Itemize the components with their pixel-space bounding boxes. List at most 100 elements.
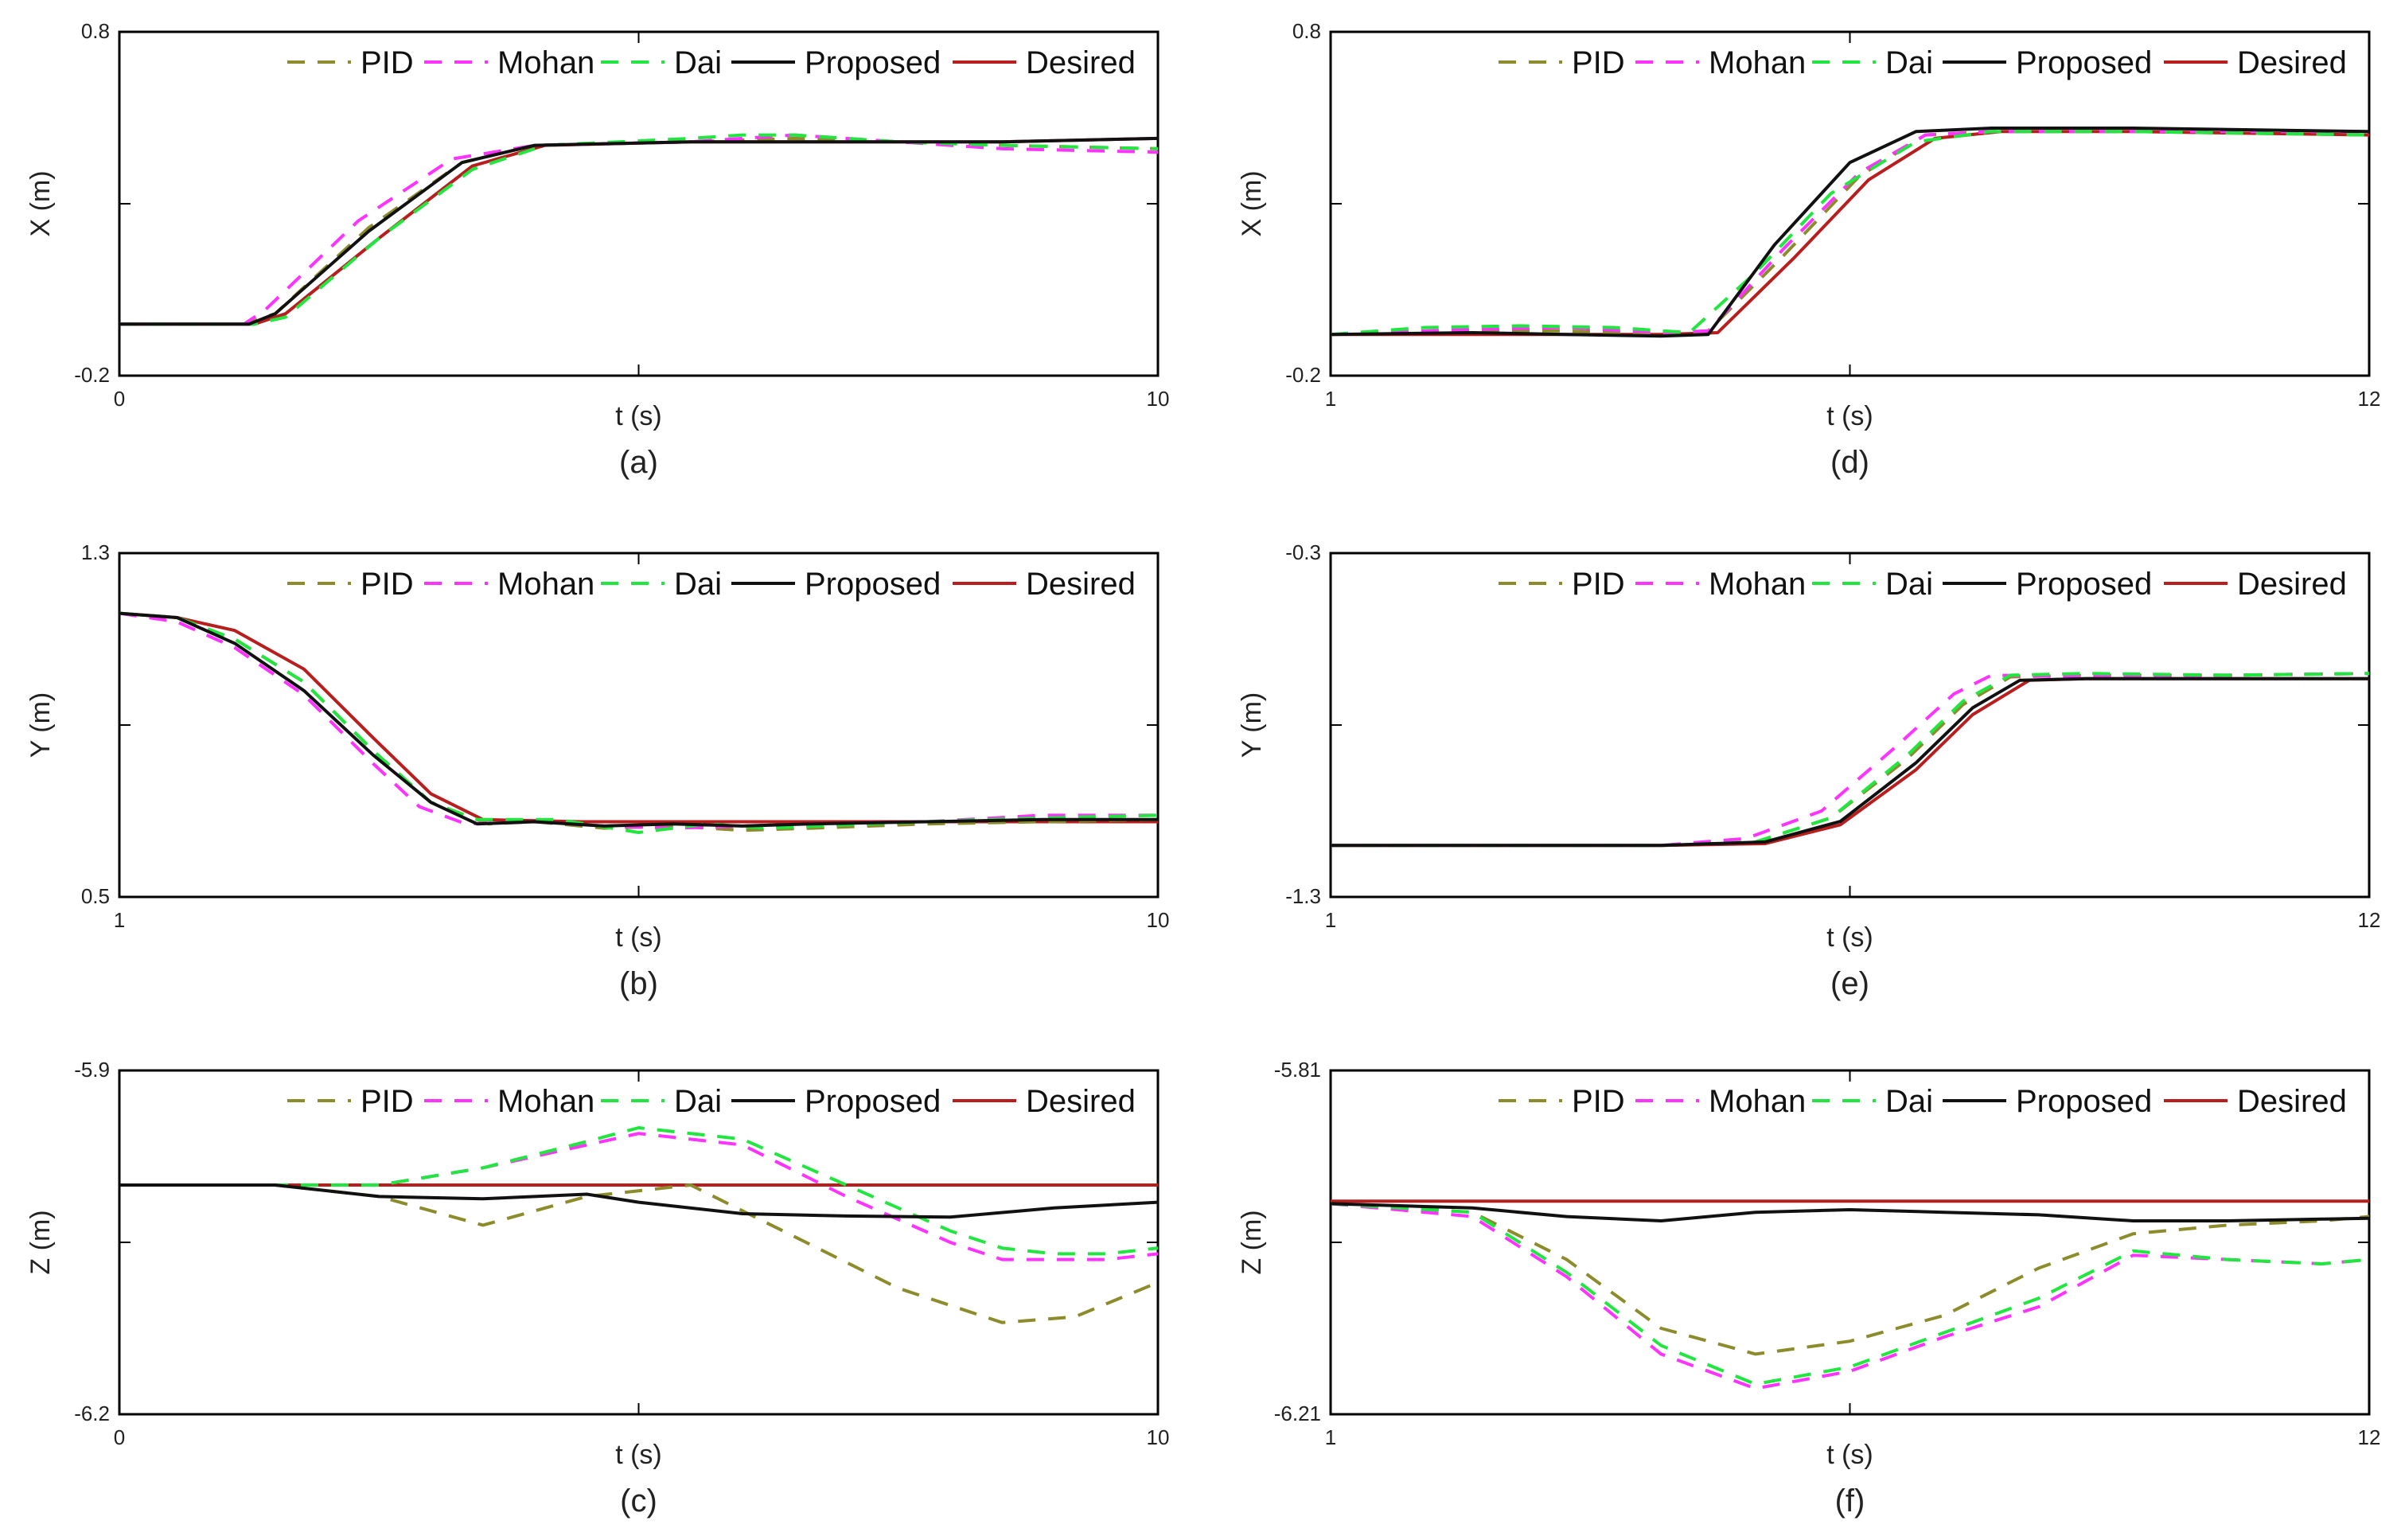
legend-label-desired: Desired [2237,567,2347,602]
x-axis-label: t (s) [1826,922,1873,953]
x-tick-label: 0 [114,1425,125,1449]
legend: PID Mohan Dai Proposed Desired [287,1084,1136,1119]
legend: PID Mohan Dai Proposed Desired [1499,567,2347,602]
y-tick-label: -6.21 [1274,1402,1321,1425]
chart-panel-5: -0.3 -1.31 12 t (s) Y (m) (e) PID Mohan Dai Propo… [1237,540,2380,1001]
x-axis-label: t (s) [615,401,662,431]
series-line-dai [1331,1202,2369,1386]
x-tick-label: 1 [1325,387,1336,411]
series-line-mohan [1331,130,2369,337]
plot-frame [118,1069,1160,1416]
x-axis-label: t (s) [1826,1440,1873,1470]
chart-panel-4: 0.8 -0.21 12 t (s) X (m) (d) PID Mohan Dai Propos… [1237,19,2380,480]
panel-label: (d) [1830,445,1869,480]
legend-label-dai: Dai [674,567,722,602]
legend-label-desired: Desired [2237,1084,2347,1119]
series-line-pid [119,1183,1158,1324]
x-tick-label: 12 [2358,387,2381,411]
legend-label-mohan: Mohan [497,567,594,602]
series-line-desired [119,136,1158,326]
x-tick-label: 12 [2358,1425,2381,1449]
legend-label-mohan: Mohan [1709,45,1806,80]
legend-label-mohan: Mohan [497,1084,594,1119]
x-axis-label: t (s) [615,922,662,953]
panel-label: (c) [620,1483,657,1519]
x-tick-label: 1 [1325,1425,1336,1449]
legend-label-desired: Desired [2237,45,2347,80]
chart-panel-6: -5.81 -6.211 12 t (s) Z (m) (f) PID Mohan Dai Pro… [1237,1058,2380,1519]
series-line-dai [119,133,1158,326]
series-line-dai [1331,130,2369,337]
y-tick-label: 0.8 [81,19,110,43]
panel-label: (b) [619,966,658,1001]
y-axis-label: X (m) [25,170,56,236]
legend-label-pid: PID [361,1084,414,1119]
legend-label-pid: PID [1572,1084,1625,1119]
y-axis-label: X (m) [1237,170,1267,236]
series-line-desired [119,611,1158,824]
legend-label-pid: PID [1572,567,1625,602]
y-axis-label: Z (m) [25,1210,56,1274]
series-line-proposed [1331,1202,2369,1222]
y-axis-label: Y (m) [1237,692,1267,758]
y-tick-label: -0.2 [74,363,110,387]
x-tick-label: 10 [1147,908,1170,932]
series-line-pid [1331,130,2369,337]
panel-label: (a) [619,445,658,480]
x-tick-label: 10 [1147,387,1170,411]
x-tick-label: 12 [2358,908,2381,932]
legend: PID Mohan Dai Proposed Desired [1499,45,2347,80]
legend-label-dai: Dai [1885,567,1933,602]
y-tick-label: -0.3 [1285,540,1321,564]
legend-label-desired: Desired [1026,567,1136,602]
y-tick-label: -5.9 [74,1058,110,1082]
series-line-pid [119,611,1158,832]
legend-label-pid: PID [1572,45,1625,80]
legend-label-proposed: Proposed [2016,45,2152,80]
legend: PID Mohan Dai Proposed Desired [1499,1084,2347,1119]
series-line-mohan [1331,1202,2369,1390]
series-line-proposed [119,611,1158,828]
chart-panel-3: -5.9 -6.20 10 t (s) Z (m) (c) PID Mohan Dai Propo… [25,1058,1169,1519]
x-tick-label: 1 [114,908,125,932]
legend-label-mohan: Mohan [1709,1084,1806,1119]
y-tick-label: 0.5 [81,884,110,908]
series-line-mohan [119,133,1158,326]
y-tick-label: 1.3 [81,540,110,564]
legend-label-desired: Desired [1026,1084,1136,1119]
panel-label: (e) [1830,966,1869,1001]
series-line-proposed [1331,127,2369,338]
plot-frame [1329,1069,2371,1416]
series-line-dai [119,611,1158,834]
series-line-pid [119,136,1158,326]
legend-label-desired: Desired [1026,45,1136,80]
legend: PID Mohan Dai Proposed Desired [287,567,1136,602]
x-tick-label: 10 [1147,1425,1170,1449]
y-tick-label: -0.2 [1285,363,1321,387]
x-axis-label: t (s) [615,1440,662,1470]
y-tick-label: -1.3 [1285,884,1321,908]
y-axis-label: Z (m) [1237,1210,1267,1274]
series-line-proposed [119,1183,1158,1219]
legend-label-mohan: Mohan [497,45,594,80]
legend-label-proposed: Proposed [2016,567,2152,602]
series-line-mohan [119,611,1158,830]
x-axis-label: t (s) [1826,401,1873,431]
legend-label-pid: PID [361,45,414,80]
y-tick-label: 0.8 [1292,19,1321,43]
y-tick-label: -6.2 [74,1402,110,1425]
legend-label-dai: Dai [674,45,722,80]
chart-panel-1: 0.8 -0.20 10 t (s) X (m) (a) PID Mohan Dai Propos… [25,19,1169,480]
series-line-proposed [1331,676,2369,848]
legend-label-proposed: Proposed [805,1084,941,1119]
series-line-pid [1331,1202,2369,1356]
chart-panel-2: 1.3 0.51 10 t (s) Y (m) (b) PID Mohan Dai Propose… [25,540,1169,1001]
plot-frame [118,30,1160,377]
legend-label-dai: Dai [674,1084,722,1119]
legend-label-proposed: Proposed [2016,1084,2152,1119]
series-line-dai [119,1126,1158,1256]
legend-label-proposed: Proposed [805,567,941,602]
series-line-proposed [119,136,1158,326]
legend-label-pid: PID [361,567,414,602]
